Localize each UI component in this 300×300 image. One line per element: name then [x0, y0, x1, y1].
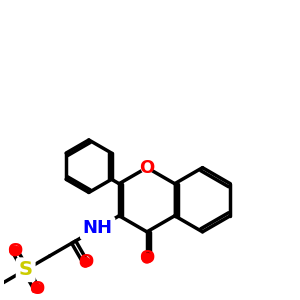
Text: O: O: [7, 242, 22, 260]
Text: O: O: [29, 280, 44, 298]
Text: NH: NH: [83, 219, 113, 237]
Circle shape: [80, 257, 90, 267]
Circle shape: [32, 284, 41, 294]
Circle shape: [142, 253, 152, 263]
Circle shape: [141, 162, 153, 173]
Text: O: O: [139, 159, 154, 177]
Text: O: O: [139, 249, 154, 267]
Text: S: S: [19, 260, 33, 279]
Circle shape: [10, 246, 20, 256]
Text: O: O: [78, 253, 93, 271]
